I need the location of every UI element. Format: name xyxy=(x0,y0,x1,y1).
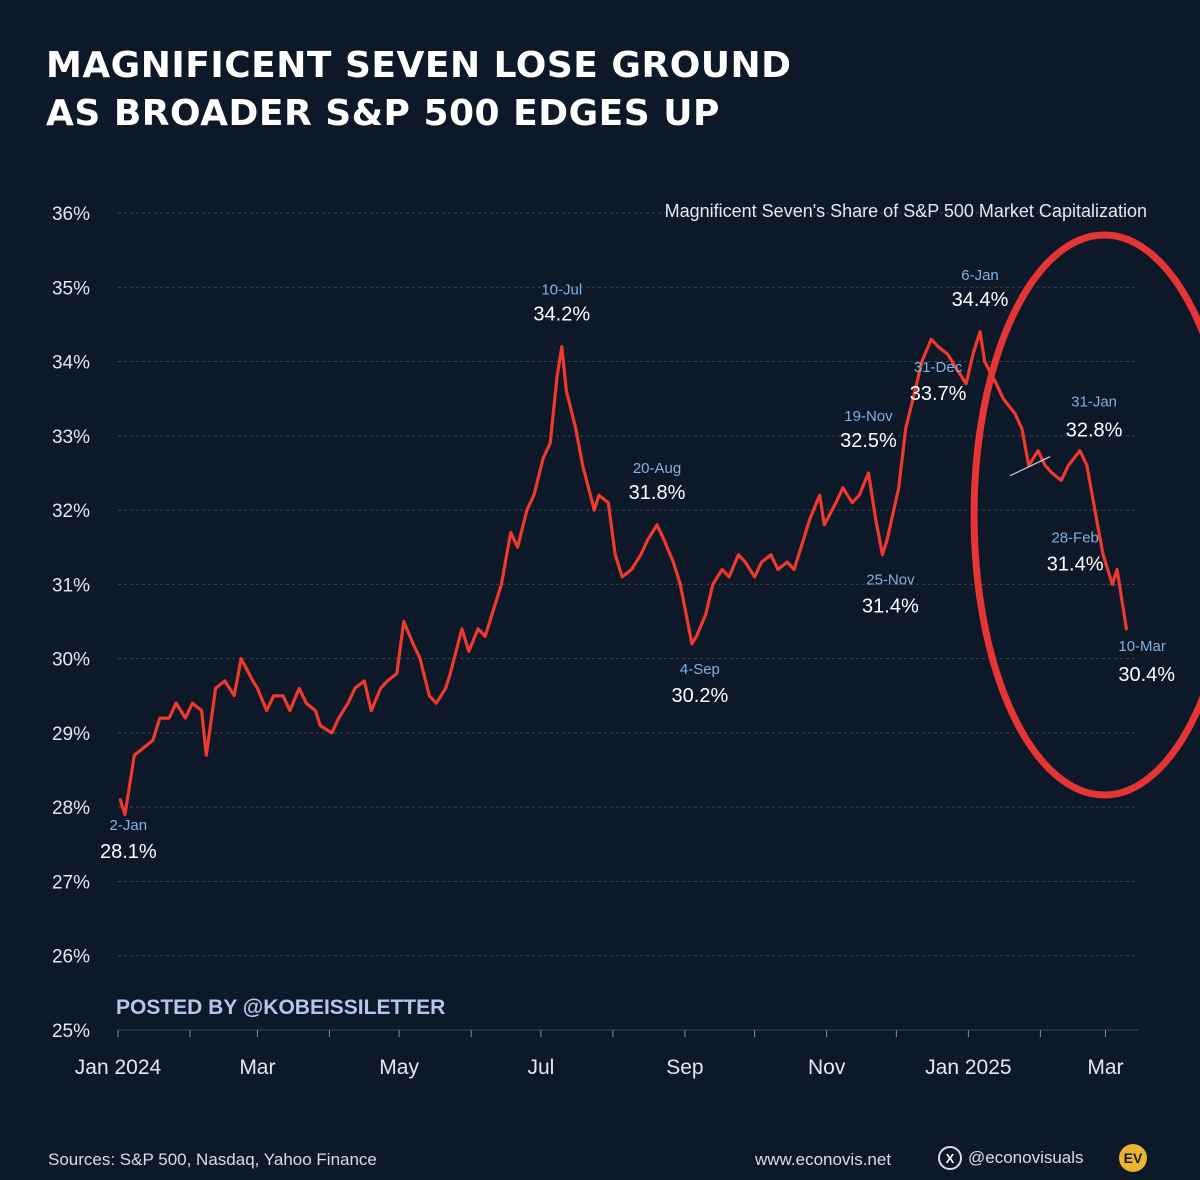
y-tick-label: 31% xyxy=(52,575,90,596)
x-tick-label: Sep xyxy=(666,1056,703,1079)
website-link[interactable]: www.econovis.net xyxy=(755,1150,892,1169)
y-tick-label: 27% xyxy=(52,872,90,893)
annotation-date-label: 6-Jan xyxy=(961,267,999,284)
x-tick-label: Jan 2025 xyxy=(925,1056,1011,1079)
y-tick-label: 29% xyxy=(52,724,90,745)
annotation-value-label: 34.2% xyxy=(533,304,590,326)
x-tick-label: Nov xyxy=(808,1056,846,1079)
x-tick-label: Jan 2024 xyxy=(75,1056,162,1079)
annotation-date-label: 28-Feb xyxy=(1051,530,1099,547)
annotation-31-dec: 31-Dec 33.7% xyxy=(910,359,967,405)
sources-text: Sources: S&P 500, Nasdaq, Yahoo Finance xyxy=(48,1150,377,1169)
annotation-value-label: 32.5% xyxy=(840,430,897,452)
y-tick-label: 25% xyxy=(52,1021,90,1042)
y-tick-label: 34% xyxy=(52,353,90,374)
annotation-value-label: 28.1% xyxy=(100,841,157,863)
chart-title: MAGNIFICENT SEVEN LOSE GROUND AS BROADER… xyxy=(46,42,792,138)
annotation-date-label: 19-Nov xyxy=(844,408,893,425)
title-line-2: AS BROADER S&P 500 EDGES UP xyxy=(46,93,720,134)
annotation-value-label: 31.4% xyxy=(862,596,919,618)
y-tick-label: 26% xyxy=(52,947,90,968)
y-tick-label: 30% xyxy=(52,650,90,671)
social-handle-text: @econovisuals xyxy=(968,1148,1084,1167)
annotation-value-label: 31.4% xyxy=(1047,554,1104,576)
chart-subtitle: Magnificent Seven's Share of S&P 500 Mar… xyxy=(665,201,1147,221)
x-tick-label: Mar xyxy=(239,1056,275,1079)
title-line-1: MAGNIFICENT SEVEN LOSE GROUND xyxy=(46,45,792,86)
econovis-logo: EV xyxy=(1119,1144,1147,1172)
annotation-value-label: 33.7% xyxy=(910,383,967,405)
x-tick-label: Jul xyxy=(527,1056,554,1079)
annotation-date-label: 25-Nov xyxy=(866,572,915,589)
y-axis-tick-labels: 36% 35% 34% 33% 32% 31% 30% 29% 28% 27% 26% 25% xyxy=(52,204,90,1042)
annotation-value-label: 34.4% xyxy=(952,289,1009,311)
annotation-20-aug: 20-Aug 31.8% xyxy=(629,460,686,504)
y-tick-label: 32% xyxy=(52,501,90,522)
annotation-31-jan: 31-Jan 32.8% xyxy=(1066,394,1123,442)
annotation-value-label: 31.8% xyxy=(629,482,686,504)
annotation-date-label: 31-Jan xyxy=(1071,394,1117,411)
y-tick-label: 35% xyxy=(52,278,90,299)
annotation-date-label: 4-Sep xyxy=(680,661,720,678)
annotation-value-label: 30.4% xyxy=(1118,664,1175,686)
annotation-10-jul: 10-Jul 34.2% xyxy=(533,282,590,326)
x-axis-tick-labels: Jan 2024 Mar May Jul Sep Nov Jan 2025 Mar xyxy=(75,1029,1138,1079)
y-tick-label: 28% xyxy=(52,798,90,819)
watermark-text: POSTED BY @KOBEISSILETTER xyxy=(116,996,445,1019)
series-line xyxy=(118,330,1128,817)
x-tick-label: Mar xyxy=(1087,1056,1123,1079)
annotation-2-jan: 2-Jan 28.1% xyxy=(100,817,157,863)
annotation-28-feb: 28-Feb 31.4% xyxy=(1047,530,1104,576)
annotation-value-label: 32.8% xyxy=(1066,420,1123,442)
social-handle[interactable]: X @econovisuals xyxy=(938,1146,1084,1170)
annotation-value-label: 30.2% xyxy=(672,685,729,707)
footer: Sources: S&P 500, Nasdaq, Yahoo Finance … xyxy=(0,1140,1200,1180)
annotation-10-mar: 10-Mar 30.4% xyxy=(1118,638,1175,686)
annotation-25-nov: 25-Nov 31.4% xyxy=(862,572,919,618)
highlight-circle xyxy=(970,231,1200,799)
x-logo-icon: X xyxy=(938,1146,962,1170)
annotation-date-label: 20-Aug xyxy=(633,460,681,477)
annotations: 2-Jan 28.1% 10-Jul 34.2% 20-Aug 31.8% 4-Sep 30.… xyxy=(100,267,1175,863)
y-tick-label: 36% xyxy=(52,204,90,225)
x-tick-label: May xyxy=(379,1056,419,1079)
annotation-date-label: 10-Jul xyxy=(541,282,582,299)
line-chart: 36% 35% 34% 33% 32% 31% 30% 29% 28% 27% 26% 25% Jan… xyxy=(52,201,1200,1079)
y-tick-label: 33% xyxy=(52,427,90,448)
annotation-date-label: 10-Mar xyxy=(1118,638,1166,655)
annotation-19-nov: 19-Nov 32.5% xyxy=(840,408,897,452)
annotation-6-jan: 6-Jan 34.4% xyxy=(952,267,1009,311)
annotation-4-sep: 4-Sep 30.2% xyxy=(672,661,729,707)
annotation-leader-line xyxy=(1009,456,1051,477)
annotation-date-label: 31-Dec xyxy=(914,359,963,376)
annotation-date-label: 2-Jan xyxy=(110,817,148,834)
